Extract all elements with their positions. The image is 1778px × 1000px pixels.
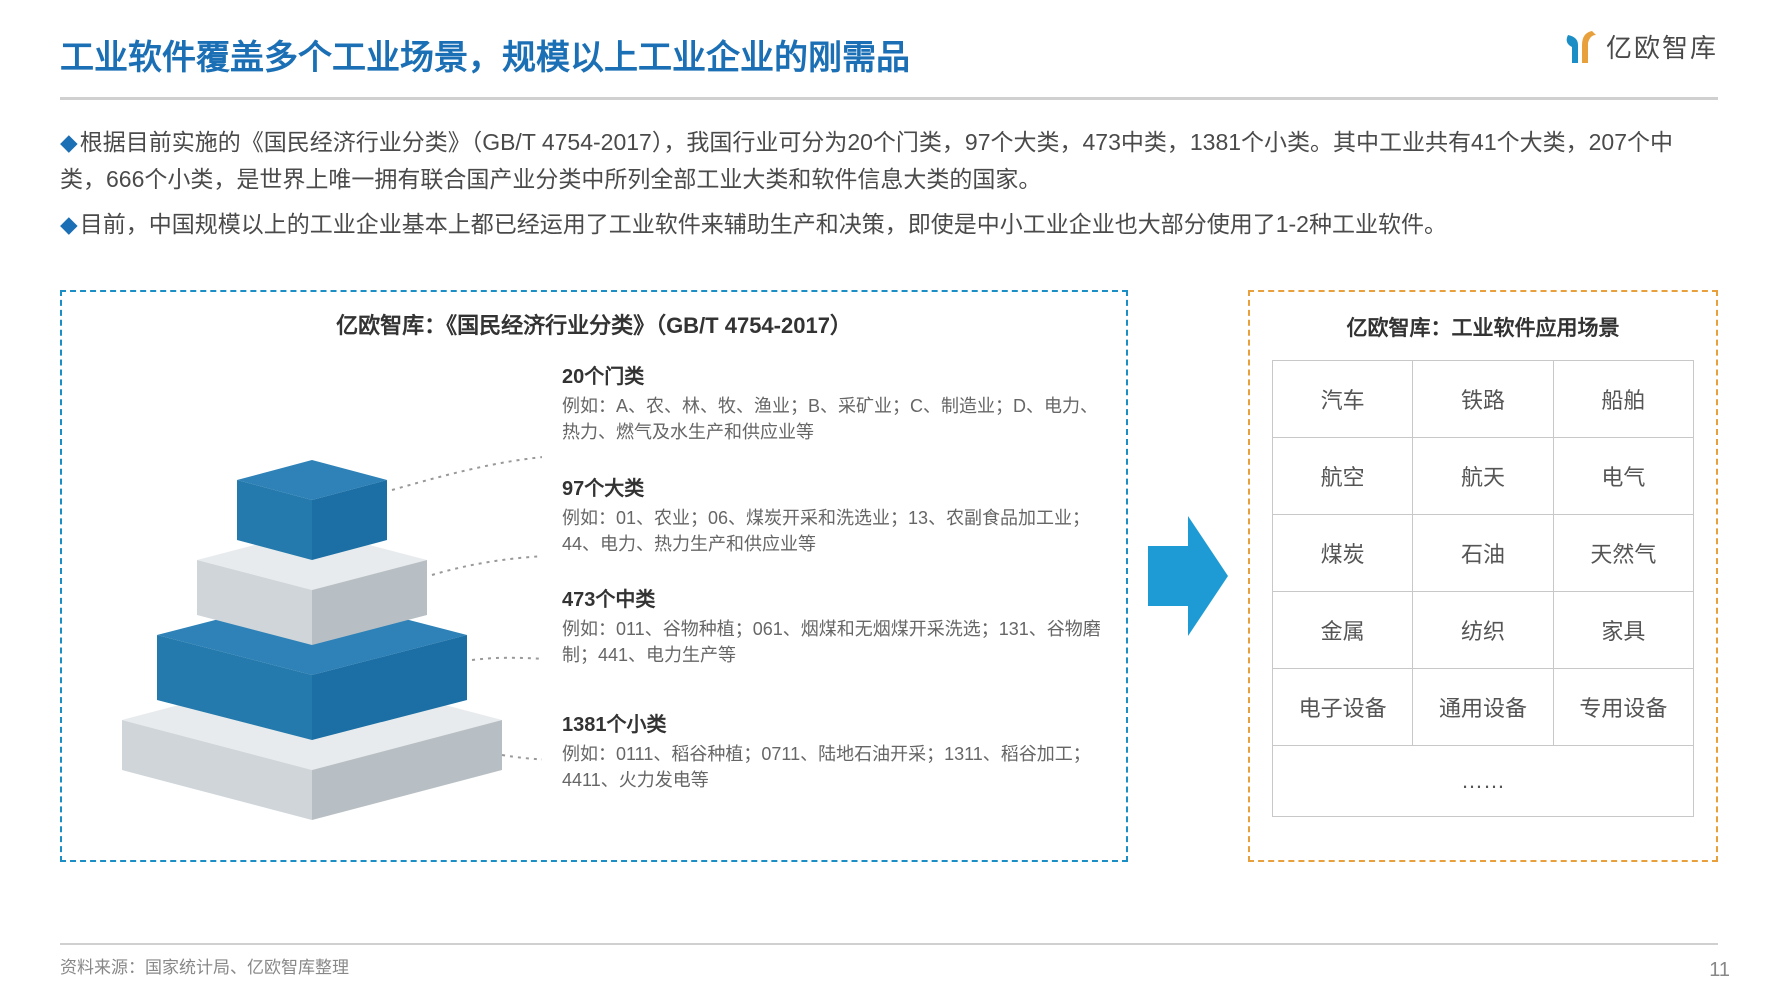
level-1-title: 20个门类 — [562, 360, 1106, 389]
cell-7: 石油 — [1413, 515, 1553, 592]
level-2-title: 97个大类 — [562, 472, 1106, 501]
level-3-title: 473个中类 — [562, 583, 1106, 612]
page-number: 11 — [1709, 959, 1730, 982]
cell-10: 纺织 — [1413, 592, 1553, 669]
flow-arrow — [1148, 290, 1228, 862]
scenarios-panel: 亿欧智库：工业软件应用场景 汽车 铁路 船舶 航空 航天 电气 煤炭 石油 天然… — [1248, 290, 1718, 862]
cell-4: 航天 — [1413, 438, 1553, 515]
scenarios-grid: 汽车 铁路 船舶 航空 航天 电气 煤炭 石油 天然气 金属 纺织 家具 电子设… — [1272, 360, 1694, 817]
left-panel-title: 亿欧智库：《国民经济行业分类》（GB/T 4754-2017） — [82, 308, 1106, 340]
cell-13: 通用设备 — [1413, 669, 1553, 746]
pyramid-diagram — [82, 360, 542, 820]
cell-6: 煤炭 — [1273, 515, 1413, 592]
cell-12: 电子设备 — [1273, 669, 1413, 746]
bullet-1: 根据目前实施的《国民经济行业分类》（GB/T 4754-2017），我国行业可分… — [60, 129, 1673, 192]
level-4: 1381个小类 例如：0111、稻谷种植；0711、陆地石油开采；1311、稻谷… — [562, 708, 1106, 793]
level-3-desc: 例如：011、谷物种植；061、烟煤和无烟煤开采洗选；131、谷物磨制；441、… — [562, 616, 1106, 668]
level-2: 97个大类 例如：01、农业；06、煤炭开采和洗选业；13、农副食品加工业；44… — [562, 472, 1106, 557]
page-title: 工业软件覆盖多个工业场景，规模以上工业企业的刚需品 — [60, 30, 1718, 100]
cell-3: 航空 — [1273, 438, 1413, 515]
cell-8: 天然气 — [1554, 515, 1694, 592]
brand-logo: 亿欧智库 — [1562, 28, 1718, 65]
cell-0: 汽车 — [1273, 361, 1413, 438]
source-text: 资料来源：国家统计局、亿欧智库整理 — [60, 943, 1718, 978]
level-1: 20个门类 例如：A、农、林、牧、渔业；B、采矿业；C、制造业；D、电力、热力、… — [562, 360, 1106, 445]
cell-ellipsis: …… — [1273, 746, 1694, 817]
right-panel-title: 亿欧智库：工业软件应用场景 — [1272, 312, 1694, 342]
level-4-title: 1381个小类 — [562, 708, 1106, 737]
cell-5: 电气 — [1554, 438, 1694, 515]
level-4-desc: 例如：0111、稻谷种植；0711、陆地石油开采；1311、稻谷加工；4411、… — [562, 741, 1106, 793]
intro-text: ◆根据目前实施的《国民经济行业分类》（GB/T 4754-2017），我国行业可… — [0, 100, 1778, 242]
bullet-2: 目前，中国规模以上的工业企业基本上都已经运用了工业软件来辅助生产和决策，即使是中… — [80, 211, 1447, 237]
cell-2: 船舶 — [1554, 361, 1694, 438]
logo-icon — [1562, 29, 1598, 65]
cell-1: 铁路 — [1413, 361, 1553, 438]
level-3: 473个中类 例如：011、谷物种植；061、烟煤和无烟煤开采洗选；131、谷物… — [562, 583, 1106, 668]
cell-14: 专用设备 — [1554, 669, 1694, 746]
classification-panel: 亿欧智库：《国民经济行业分类》（GB/T 4754-2017） — [60, 290, 1128, 862]
level-1-desc: 例如：A、农、林、牧、渔业；B、采矿业；C、制造业；D、电力、热力、燃气及水生产… — [562, 393, 1106, 445]
cell-11: 家具 — [1554, 592, 1694, 669]
logo-text: 亿欧智库 — [1606, 28, 1718, 65]
level-2-desc: 例如：01、农业；06、煤炭开采和洗选业；13、农副食品加工业；44、电力、热力… — [562, 505, 1106, 557]
cell-9: 金属 — [1273, 592, 1413, 669]
